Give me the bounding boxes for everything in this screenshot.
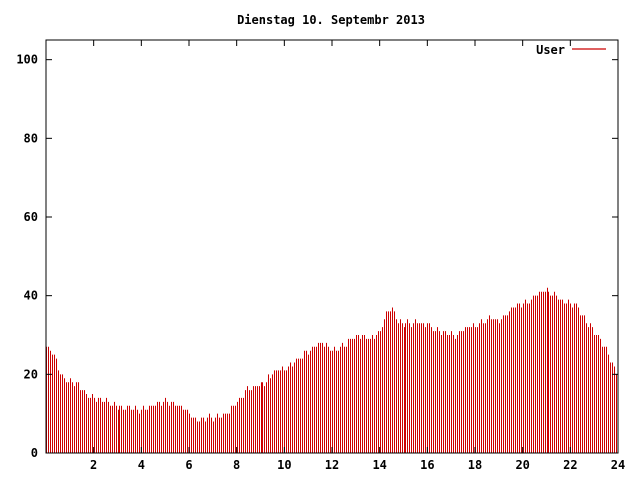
x-tick-label: 16: [420, 458, 434, 472]
x-tick-label: 14: [372, 458, 386, 472]
x-tick-label: 22: [563, 458, 577, 472]
bar-series-user: [46, 287, 617, 453]
x-tick-label: 4: [138, 458, 145, 472]
legend-label-user: User: [536, 43, 565, 57]
y-tick-label: 100: [16, 53, 38, 67]
x-tick-label: 12: [325, 458, 339, 472]
y-axis: 0 20 40 60 80 100: [16, 53, 618, 460]
x-tick-label: 18: [468, 458, 482, 472]
y-tick-label: 80: [24, 131, 38, 145]
y-tick-label: 0: [31, 446, 38, 460]
y-tick-label: 20: [24, 367, 38, 381]
x-axis: 2 4 6 8 10 12 14 16 18 20 22 24: [90, 40, 625, 472]
y-tick-label: 40: [24, 289, 38, 303]
legend: User: [536, 43, 606, 57]
y-tick-label: 60: [24, 210, 38, 224]
x-tick-label: 6: [185, 458, 192, 472]
x-tick-label: 2: [90, 458, 97, 472]
chart-title: Dienstag 10. Septembr 2013: [237, 13, 425, 27]
x-tick-label: 24: [611, 458, 625, 472]
x-tick-label: 8: [233, 458, 240, 472]
x-tick-label: 10: [277, 458, 291, 472]
x-tick-label: 20: [515, 458, 529, 472]
